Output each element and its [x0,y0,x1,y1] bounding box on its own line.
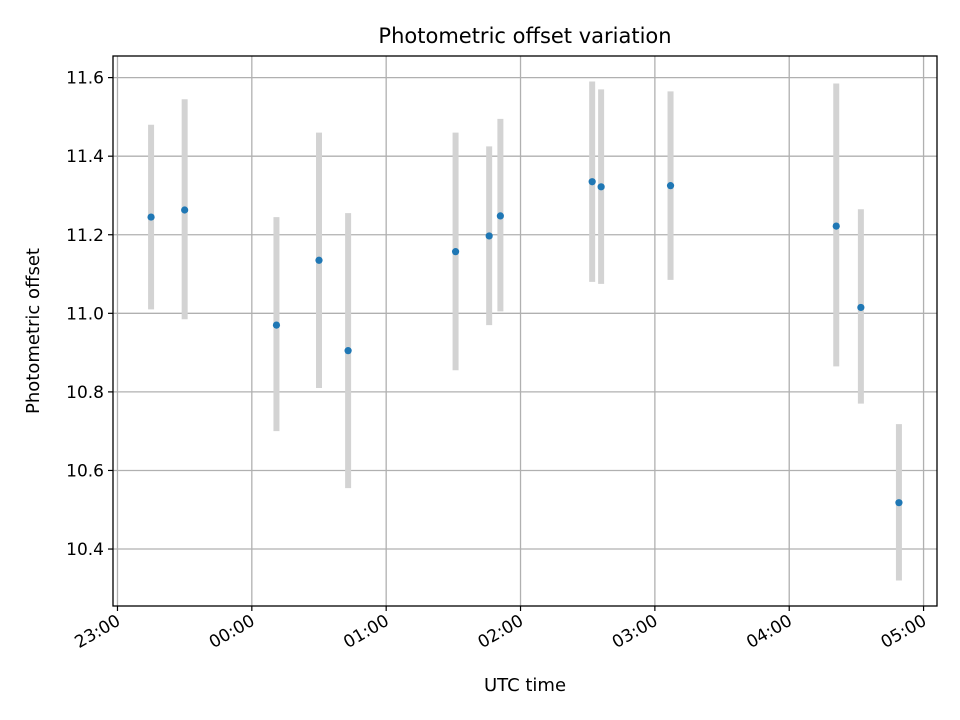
y-tick-label: 11.0 [66,304,104,324]
y-tick-label: 11.4 [66,147,104,167]
data-point [344,347,352,355]
data-point [147,213,155,221]
y-tick-label: 10.8 [66,383,104,403]
plot-frame [112,55,938,607]
y-tick-label: 10.4 [66,540,104,560]
data-point [315,256,323,264]
y-tick-label: 11.6 [66,69,104,89]
data-point [832,222,840,230]
data-point [597,183,605,191]
data-point [666,182,675,190]
data-point [895,499,903,507]
data-point [181,206,189,214]
data-point [451,248,460,256]
y-axis-label: Photometric offset [23,248,44,414]
data-point [588,178,596,186]
chart-title: Photometric offset variation [378,24,671,48]
data-point [272,321,281,329]
y-tick-label: 11.2 [66,226,104,246]
y-tick-label: 10.6 [66,461,104,481]
data-point [496,212,504,220]
data-point [485,232,493,240]
data-point [857,303,865,312]
data-points [147,178,903,507]
y-axis-ticks: 10.4 10.6 10.8 11.0 11.2 11.4 11.6 [66,69,113,560]
x-axis-label: UTC time [484,675,566,696]
grid [113,56,937,606]
